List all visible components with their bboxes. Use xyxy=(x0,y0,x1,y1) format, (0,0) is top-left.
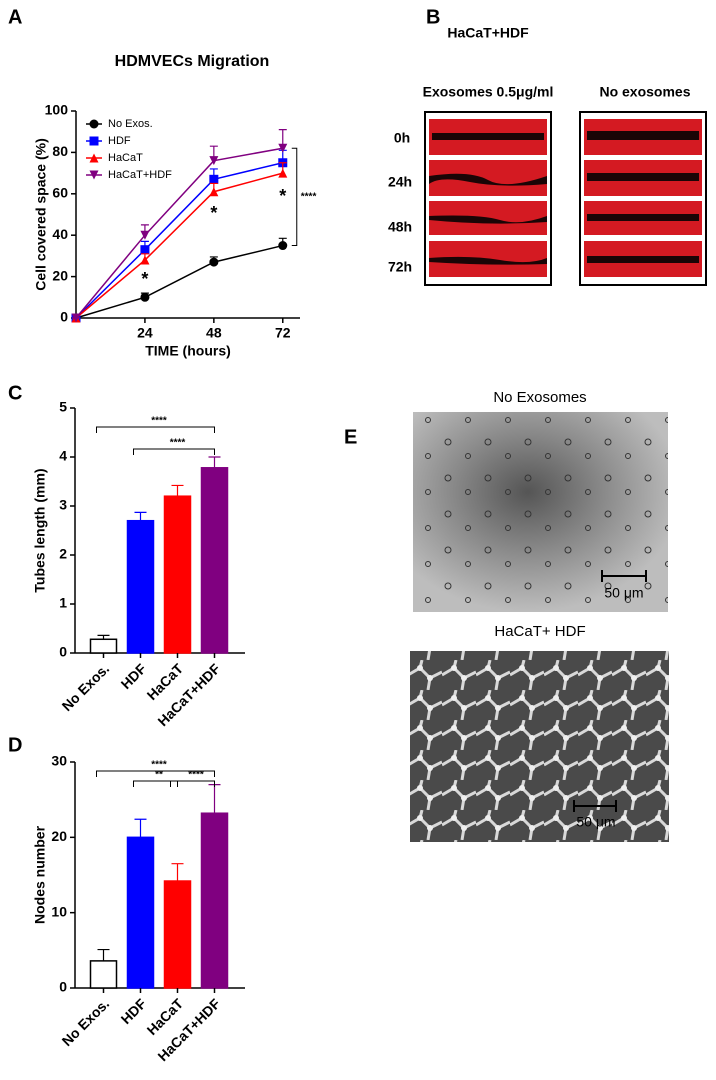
y-tick-label: 80 xyxy=(52,143,68,159)
marker xyxy=(278,143,288,153)
y-tick-label: 4 xyxy=(59,448,67,464)
series-line xyxy=(75,244,283,319)
series-line xyxy=(75,147,283,319)
legend-marker xyxy=(89,136,99,146)
image-caption: HaCaT+ HDF xyxy=(494,623,585,640)
legend-marker xyxy=(89,153,99,163)
y-tick-label: 0 xyxy=(59,979,67,995)
marker xyxy=(278,168,288,178)
panel-title: HaCaT+HDF xyxy=(447,25,529,41)
y-tick-label: 5 xyxy=(59,399,67,415)
marker xyxy=(209,257,219,267)
significance-bracket xyxy=(96,770,215,777)
x-tick-label: HDF xyxy=(118,995,150,1027)
scratch-images xyxy=(429,119,702,277)
row-label: 24h xyxy=(388,174,412,190)
bar xyxy=(89,638,118,654)
chart-title: HDMVECs Migration xyxy=(115,53,270,70)
bar xyxy=(200,812,229,989)
significance-label: ** xyxy=(155,770,163,781)
column-heading: Exosomes 0.5μg/ml xyxy=(423,84,554,100)
bar xyxy=(200,467,229,654)
legend-label: No Exos. xyxy=(108,118,153,130)
row-label: 72h xyxy=(388,259,412,275)
bar xyxy=(126,836,155,989)
bar xyxy=(89,960,118,989)
significance-label: * xyxy=(279,186,286,206)
y-tick-label: 3 xyxy=(59,497,67,513)
significance-label: * xyxy=(210,203,217,223)
y-tick-label: 2 xyxy=(59,546,67,562)
significance-label: **** xyxy=(188,770,204,781)
x-tick-label: No Exos. xyxy=(59,660,113,714)
y-tick-label: 40 xyxy=(52,226,68,242)
x-tick-label: 24 xyxy=(137,325,153,341)
bar xyxy=(126,519,155,654)
significance-bracket xyxy=(170,780,215,787)
micrograph-cells xyxy=(413,412,668,612)
panel-label: B xyxy=(426,6,440,28)
panel-label: D xyxy=(8,734,22,756)
legend-label: HaCaT xyxy=(108,152,143,164)
legend-label: HDF xyxy=(108,135,131,147)
panel-label: A xyxy=(8,6,22,28)
panel-e: E No Exosomes 50 μm HaCaT+ HDF 50 μm xyxy=(344,389,669,842)
marker xyxy=(71,313,81,323)
marker xyxy=(209,156,219,166)
x-tick-label: HDF xyxy=(118,660,150,692)
y-axis-label: Nodes number xyxy=(32,825,48,924)
bar xyxy=(163,880,192,989)
marker xyxy=(140,292,150,302)
y-tick-label: 100 xyxy=(45,102,69,118)
bar xyxy=(163,495,192,654)
significance-bracket xyxy=(133,448,215,455)
marker xyxy=(140,245,150,255)
y-tick-label: 0 xyxy=(59,644,67,660)
significance-label: **** xyxy=(151,760,167,771)
image-caption: No Exosomes xyxy=(493,389,586,406)
row-label: 0h xyxy=(394,130,410,146)
significance-label: * xyxy=(141,269,148,289)
y-axis-label: Cell covered space (%) xyxy=(33,138,49,291)
panel-b: B HaCaT+HDF Exosomes 0.5μg/ml No exosome… xyxy=(388,6,707,286)
significance-label: **** xyxy=(301,192,317,203)
panel-label: E xyxy=(344,426,357,448)
x-tick-label: 48 xyxy=(206,325,222,341)
image-frame xyxy=(424,111,552,286)
y-tick-label: 20 xyxy=(51,828,67,844)
series-line xyxy=(75,172,283,319)
significance-bracket xyxy=(96,426,215,433)
legend-marker xyxy=(89,119,99,129)
column-heading: No exosomes xyxy=(599,84,690,100)
y-tick-label: 1 xyxy=(59,595,67,611)
marker xyxy=(278,241,288,251)
marker xyxy=(140,255,150,265)
y-tick-label: 0 xyxy=(60,309,68,325)
x-tick-label: No Exos. xyxy=(59,995,113,1049)
significance-bracket xyxy=(291,147,298,247)
scale-label: 50 μm xyxy=(576,814,615,830)
marker xyxy=(209,174,219,184)
panel-label: C xyxy=(8,382,22,404)
x-tick-label: 72 xyxy=(275,325,291,341)
legend-marker xyxy=(89,170,99,180)
x-axis-label: TIME (hours) xyxy=(145,343,231,359)
legend-label: HaCaT+HDF xyxy=(108,169,172,181)
micrograph xyxy=(410,651,669,842)
row-label: 48h xyxy=(388,219,412,235)
significance-bracket xyxy=(133,780,178,787)
y-tick-label: 60 xyxy=(52,185,68,201)
significance-label: **** xyxy=(170,438,186,449)
image-frame xyxy=(579,111,707,286)
y-tick-label: 10 xyxy=(51,903,67,919)
significance-label: **** xyxy=(151,416,167,427)
scale-label: 50 μm xyxy=(604,585,643,601)
y-tick-label: 30 xyxy=(51,753,67,769)
y-tick-label: 20 xyxy=(52,267,68,283)
y-axis-label: Tubes length (mm) xyxy=(32,468,48,592)
marker xyxy=(209,187,219,197)
series-line xyxy=(75,162,283,319)
marker xyxy=(140,230,150,240)
